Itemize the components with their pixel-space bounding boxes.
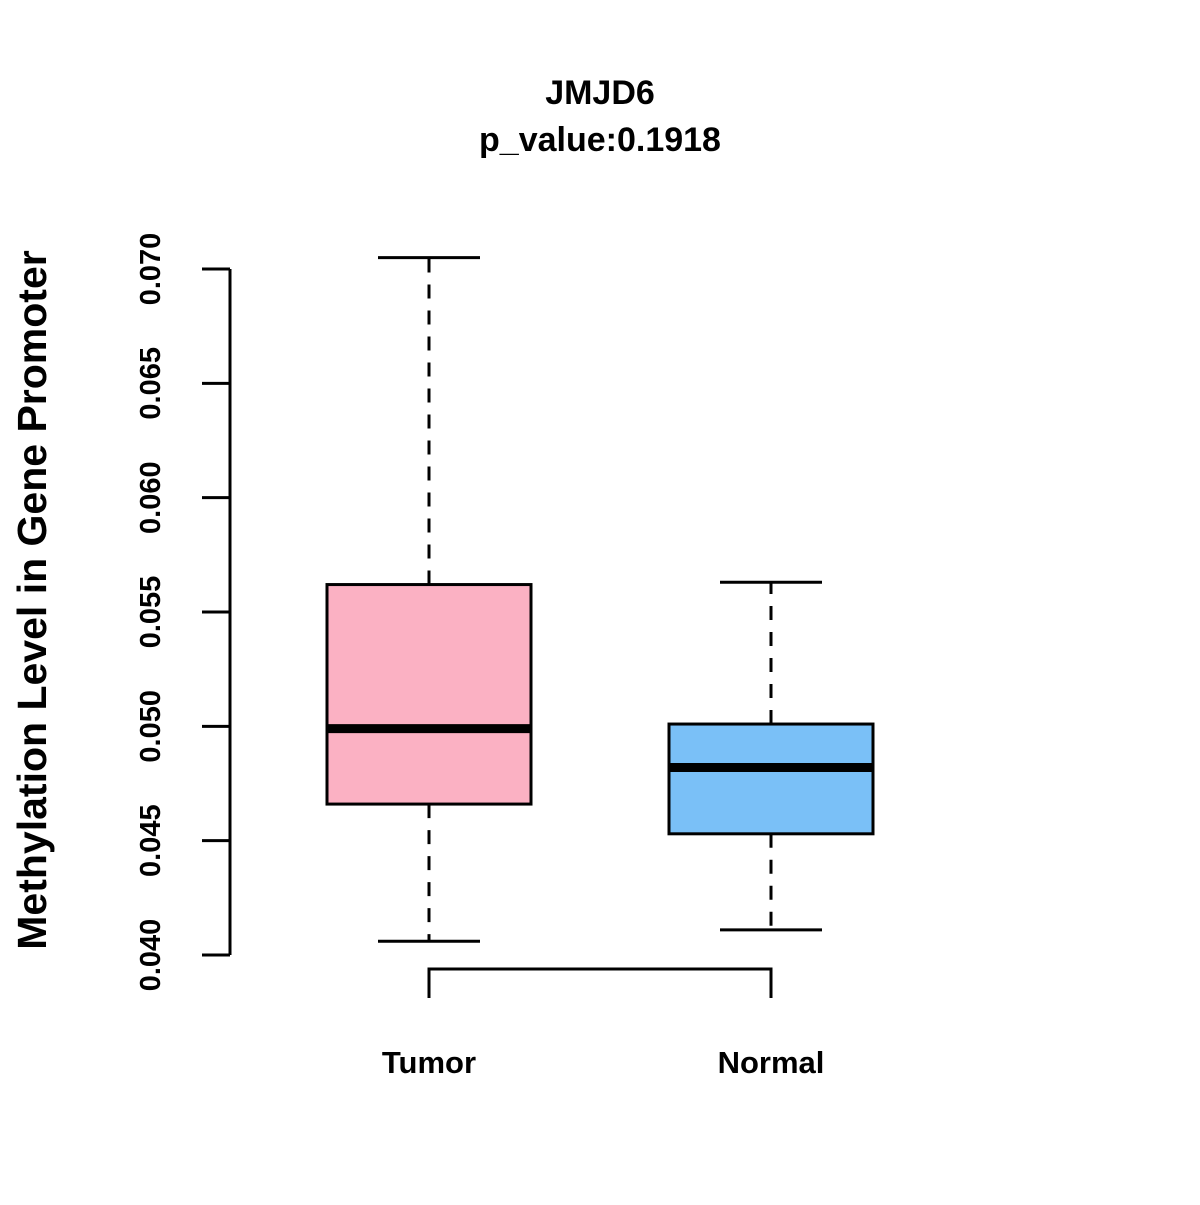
y-tick-label: 0.070 bbox=[135, 233, 167, 306]
chart-subtitle: p_value:0.1918 bbox=[479, 121, 721, 159]
chart-title: JMJD6 bbox=[545, 74, 655, 112]
box-tumor bbox=[325, 256, 533, 943]
boxes bbox=[325, 256, 875, 943]
iqr-box bbox=[325, 583, 533, 806]
iqr-box bbox=[667, 722, 875, 836]
y-tick-label: 0.060 bbox=[135, 461, 167, 534]
comparison-bracket bbox=[427, 967, 773, 998]
y-tick-label: 0.050 bbox=[135, 690, 167, 763]
bracket-line bbox=[427, 967, 773, 998]
box-normal bbox=[667, 580, 875, 932]
y-tick-label: 0.055 bbox=[135, 576, 167, 649]
x-label-tumor: Tumor bbox=[382, 1045, 476, 1080]
y-tick-label: 0.040 bbox=[135, 919, 167, 992]
y-axis-label: Methylation Level in Gene Promoter bbox=[9, 250, 55, 949]
x-label-normal: Normal bbox=[718, 1045, 825, 1080]
y-axis: 0.040 0.045 0.050 0.055 0.060 0.065 0.070 bbox=[135, 233, 232, 992]
y-tick-label: 0.065 bbox=[135, 347, 167, 420]
x-axis-labels: Tumor Normal bbox=[382, 1045, 824, 1080]
y-tick-label: 0.045 bbox=[135, 804, 167, 877]
